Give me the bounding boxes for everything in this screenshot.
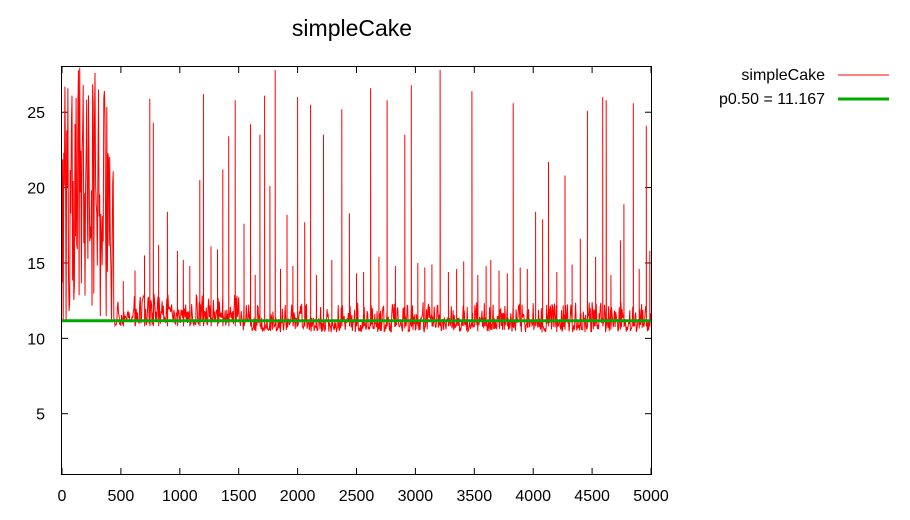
series-line-simplecake: [62, 67, 651, 333]
x-tick-label: 1500: [221, 488, 257, 505]
y-axis: 5 10 15 20 25: [27, 105, 651, 424]
plot-area: [62, 67, 651, 333]
y-tick-label: 5: [36, 407, 45, 424]
chart-title: simpleCake: [292, 15, 412, 41]
x-tick-label: 5000: [633, 488, 669, 505]
x-tick-label: 1000: [162, 488, 198, 505]
legend: simpleCake p0.50 = 11.167: [719, 67, 889, 108]
legend-label-simplecake: simpleCake: [741, 67, 825, 84]
x-tick-label: 4500: [574, 488, 610, 505]
y-tick-label: 25: [27, 105, 45, 122]
x-tick-label: 3000: [398, 488, 434, 505]
x-tick-label: 0: [58, 488, 67, 505]
x-tick-label: 4000: [515, 488, 551, 505]
plot-frame: [61, 66, 652, 475]
y-tick-label: 20: [27, 181, 45, 198]
x-tick-label: 3500: [457, 488, 493, 505]
y-tick-label: 10: [27, 331, 45, 348]
legend-label-median: p0.50 = 11.167: [719, 91, 825, 108]
x-tick-label: 2000: [280, 488, 316, 505]
x-axis: 0 500 1000 1500 2000 2500 3000 3500 4000 4500 5000: [58, 67, 669, 505]
y-tick-label: 15: [27, 256, 45, 273]
x-tick-label: 2500: [339, 488, 375, 505]
x-tick-label: 500: [108, 488, 135, 505]
